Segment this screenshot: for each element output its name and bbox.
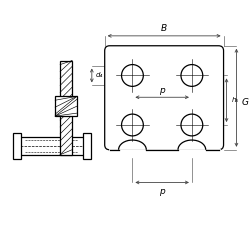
Bar: [12, 133, 20, 159]
Text: G: G: [242, 98, 248, 107]
Bar: [60, 60, 72, 155]
Bar: [55, 96, 77, 116]
Bar: [16, 137, 88, 155]
Text: p: p: [159, 187, 165, 196]
Text: B: B: [161, 24, 167, 34]
FancyBboxPatch shape: [105, 46, 224, 150]
Bar: [83, 133, 91, 159]
Text: d₄: d₄: [96, 72, 103, 78]
Text: p: p: [159, 86, 165, 95]
Text: h₅: h₅: [232, 97, 239, 103]
